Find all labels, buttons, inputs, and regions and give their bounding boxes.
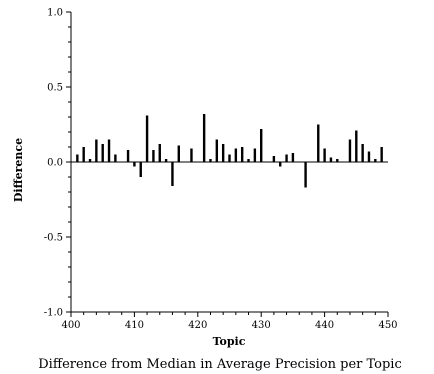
y-tick-label: 1.0 xyxy=(47,8,63,19)
ticks: -1.0 -0.5 0.0 0.5 1.0 400 410 420 430 440 450 xyxy=(44,8,398,332)
bar xyxy=(133,162,136,167)
bar xyxy=(367,151,371,162)
bar xyxy=(348,139,352,162)
bar xyxy=(279,162,282,167)
bar xyxy=(82,147,85,162)
bar xyxy=(317,124,320,162)
bar xyxy=(336,159,339,162)
bar xyxy=(145,115,149,162)
bar xyxy=(253,148,257,162)
bar xyxy=(221,144,225,162)
bar xyxy=(228,154,231,162)
bar xyxy=(164,159,168,162)
bar xyxy=(247,159,250,162)
bar xyxy=(139,162,142,177)
y-tick-label: 0.5 xyxy=(47,83,63,94)
bar xyxy=(240,147,244,162)
bar xyxy=(107,139,111,162)
x-tick-label: 410 xyxy=(125,320,144,331)
bar xyxy=(177,145,180,162)
bar xyxy=(152,150,155,162)
bar xyxy=(285,154,288,162)
bar xyxy=(215,139,219,162)
bar xyxy=(76,154,79,162)
bar xyxy=(95,139,98,162)
bar xyxy=(374,159,377,162)
bar xyxy=(355,130,358,162)
bar xyxy=(88,159,92,162)
x-tick-label: 430 xyxy=(252,320,271,331)
bar xyxy=(291,153,295,162)
bar xyxy=(272,156,276,162)
bar xyxy=(158,144,161,162)
bar xyxy=(126,150,130,162)
bar xyxy=(209,159,212,162)
bar xyxy=(304,162,307,188)
bar xyxy=(329,157,333,162)
x-tick-label: 440 xyxy=(315,320,334,331)
y-tick-label: -1.0 xyxy=(44,308,63,319)
bar xyxy=(234,148,238,162)
bar xyxy=(190,148,193,162)
bar xyxy=(260,129,263,162)
y-axis-label: Difference xyxy=(12,138,25,202)
bars xyxy=(76,114,383,188)
y-tick-label: -0.5 xyxy=(44,233,63,244)
bar xyxy=(323,148,326,162)
x-axis-label: Topic xyxy=(213,335,246,348)
bar xyxy=(171,162,174,186)
bar xyxy=(202,114,206,162)
y-tick-label: 0.0 xyxy=(47,158,63,169)
x-tick-label: 450 xyxy=(378,320,397,331)
bar xyxy=(361,144,364,162)
x-tick-label: 400 xyxy=(61,320,80,331)
bar xyxy=(101,144,104,162)
bar xyxy=(380,147,383,162)
bar xyxy=(114,154,117,162)
x-tick-label: 420 xyxy=(188,320,207,331)
chart-title: Difference from Median in Average Precis… xyxy=(38,357,402,372)
axes xyxy=(70,12,388,313)
